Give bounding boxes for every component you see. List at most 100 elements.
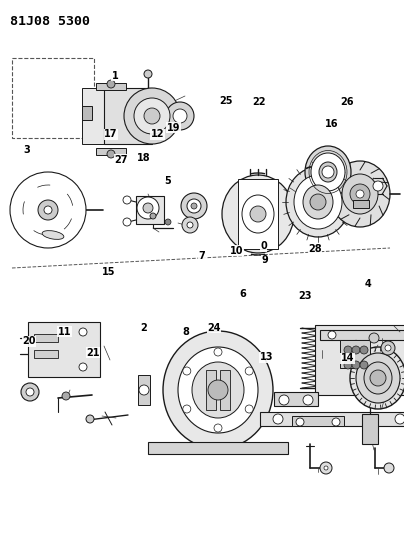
Circle shape [303,395,313,405]
Text: 26: 26 [341,98,354,107]
Bar [238,179,278,249]
Text: 19: 19 [167,123,181,133]
Circle shape [191,203,197,209]
Circle shape [352,361,360,369]
Circle shape [173,109,187,123]
Circle shape [181,193,207,219]
Circle shape [144,108,160,124]
Text: 4: 4 [364,279,371,288]
Circle shape [296,418,304,426]
Text: 25: 25 [219,96,233,106]
Ellipse shape [242,195,274,233]
Circle shape [332,418,340,426]
Circle shape [123,196,131,204]
Text: 22: 22 [252,98,265,107]
Circle shape [356,190,364,198]
Ellipse shape [178,347,258,433]
Text: 2: 2 [140,323,147,333]
Ellipse shape [364,362,392,394]
Ellipse shape [303,185,333,219]
Circle shape [38,200,58,220]
Circle shape [183,405,191,413]
Circle shape [26,388,34,396]
Text: 0: 0 [260,241,267,251]
Ellipse shape [163,331,273,449]
Text: 5: 5 [164,176,171,186]
Text: 17: 17 [104,130,118,139]
Text: 28: 28 [308,245,322,254]
Circle shape [279,395,289,405]
Circle shape [166,102,194,130]
Ellipse shape [311,153,345,191]
Ellipse shape [319,162,337,182]
Circle shape [123,218,131,226]
Circle shape [139,385,149,395]
Ellipse shape [294,175,342,229]
Bar [104,88,152,144]
Circle shape [395,414,404,424]
Circle shape [107,150,115,158]
Bar [320,330,404,340]
Bar [136,196,164,224]
Circle shape [384,463,394,473]
Text: 12: 12 [151,130,164,139]
Ellipse shape [342,174,378,214]
Circle shape [44,206,52,214]
Bar [96,83,126,90]
Circle shape [187,199,201,213]
Text: 81J08 5300: 81J08 5300 [10,15,90,28]
Circle shape [322,166,334,178]
Bar [82,106,92,120]
Text: 20: 20 [22,336,36,346]
Bar [220,370,230,410]
Circle shape [273,414,283,424]
Circle shape [245,367,253,375]
Bar [82,88,104,144]
Circle shape [324,466,328,470]
Bar [260,412,404,426]
Circle shape [320,462,332,474]
Circle shape [360,361,368,369]
Text: 1: 1 [112,71,118,80]
Circle shape [245,405,253,413]
Circle shape [214,348,222,356]
Circle shape [21,383,39,401]
Text: 10: 10 [229,246,243,255]
Circle shape [124,88,180,144]
Text: 15: 15 [102,267,116,277]
Ellipse shape [330,161,390,227]
Circle shape [165,219,171,225]
Circle shape [360,346,368,354]
Ellipse shape [305,146,351,198]
Ellipse shape [222,175,294,253]
Circle shape [182,217,198,233]
Text: 18: 18 [137,154,150,163]
Circle shape [187,222,193,228]
Circle shape [328,331,336,339]
Bar [12,58,94,138]
Text: 16: 16 [324,119,338,128]
Text: 21: 21 [86,348,100,358]
Ellipse shape [350,347,404,409]
Circle shape [369,333,379,343]
Bar [96,148,126,155]
Bar [274,392,318,406]
Bar [148,442,288,454]
Circle shape [385,345,391,351]
Text: 3: 3 [23,146,29,155]
Ellipse shape [286,167,350,237]
Text: 8: 8 [182,327,189,336]
Bar [340,340,370,368]
Circle shape [183,367,191,375]
Bar [34,334,58,342]
Ellipse shape [356,353,400,403]
Bar [206,370,216,410]
Circle shape [10,172,86,248]
Circle shape [208,380,228,400]
Bar [315,325,404,395]
Circle shape [79,363,87,371]
Text: 13: 13 [260,352,274,362]
Circle shape [373,181,383,191]
Circle shape [310,194,326,210]
Circle shape [62,392,70,400]
